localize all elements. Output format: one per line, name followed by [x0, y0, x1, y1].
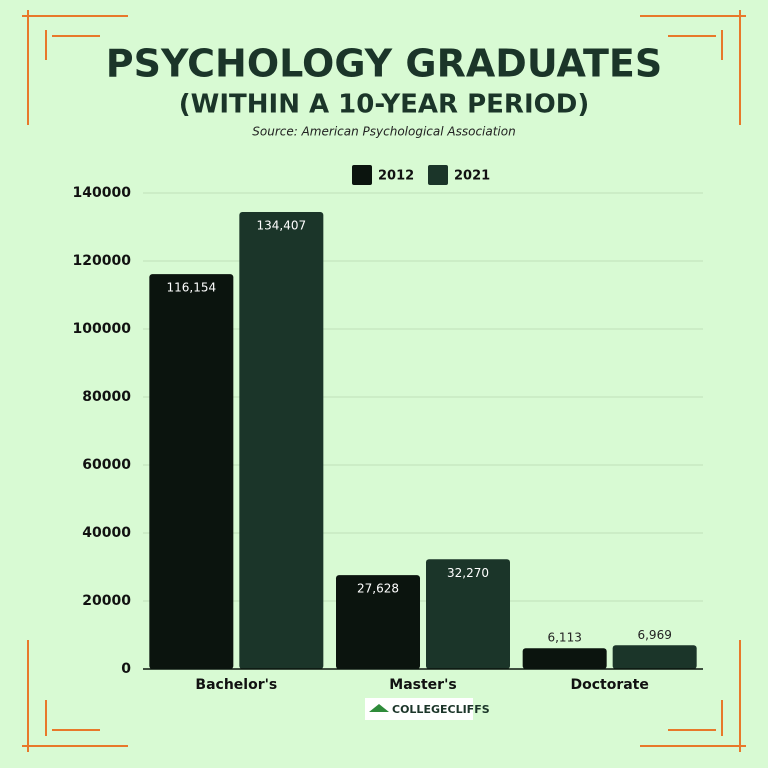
branding: COLLEGECLIFFS: [392, 703, 490, 716]
y-tick-label: 100000: [73, 321, 132, 337]
chart-subtitle: (WITHIN A 10-YEAR PERIOD): [179, 90, 589, 120]
y-tick-label: 120000: [73, 253, 132, 269]
x-tick-label: Master's: [389, 677, 456, 693]
y-tick-label: 60000: [82, 457, 131, 473]
legend-swatch: [352, 165, 372, 185]
y-tick-label: 80000: [82, 389, 131, 405]
source: Source: American Psychological Associati…: [252, 125, 515, 139]
x-tick-label: Doctorate: [570, 677, 648, 693]
value-label: 6,969: [637, 628, 671, 642]
y-tick-label: 20000: [82, 593, 131, 609]
y-tick-label: 40000: [82, 525, 131, 541]
bar: [522, 648, 607, 669]
bar: [149, 274, 234, 669]
bar: [239, 212, 324, 669]
bar: [612, 645, 697, 669]
y-tick-label: 140000: [73, 185, 132, 201]
x-tick-label: Bachelor's: [195, 677, 277, 693]
value-label: 32,270: [447, 566, 489, 580]
value-label: 6,113: [547, 631, 581, 645]
branding-icon: [369, 704, 389, 712]
branding-box: [365, 698, 473, 720]
legend-label: 2012: [378, 169, 414, 184]
legend-label: 2021: [454, 169, 490, 184]
value-label: 134,407: [257, 219, 307, 233]
value-label: 116,154: [167, 281, 217, 295]
bar: [336, 575, 420, 669]
chart-title: PSYCHOLOGY GRADUATES: [106, 42, 662, 86]
y-tick-label: 0: [121, 661, 131, 677]
bar: [426, 559, 510, 669]
decoration: [22, 10, 746, 752]
value-label: 27,628: [357, 582, 399, 596]
legend-swatch: [428, 165, 448, 185]
